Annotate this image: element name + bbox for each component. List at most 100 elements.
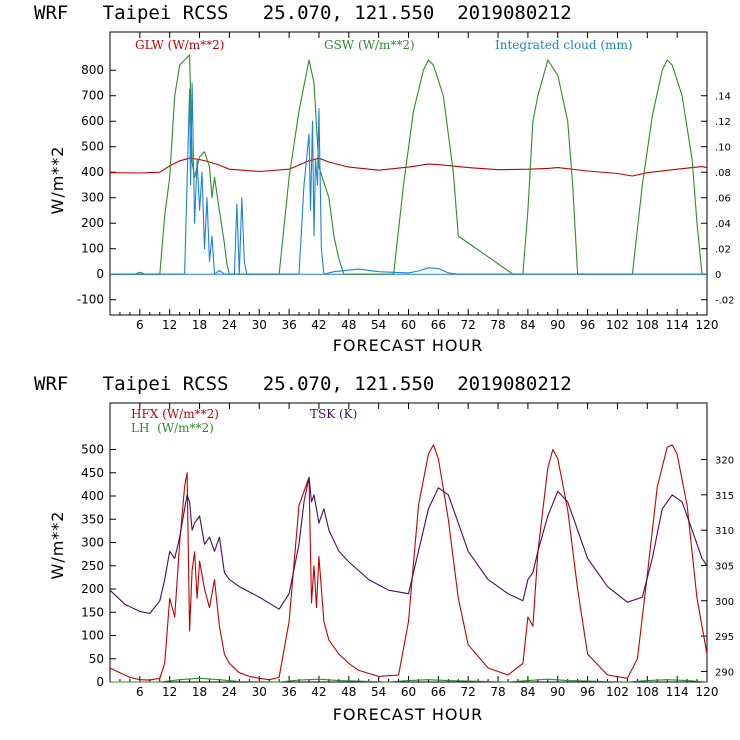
chart2-x-tick-label: 96 — [580, 685, 595, 699]
chart2-y2-tick-label: 290 — [715, 667, 734, 678]
chart2-ticks: 6 12 18 24 30 36 42 48 54 60 66 72 78 84 90 96 102 108 114… — [81, 403, 734, 699]
chart1-y-tick-label: 0 — [96, 267, 104, 281]
chart1-y2-tick-label: .12 — [715, 117, 731, 128]
chart1-y-tick-label: 600 — [81, 114, 104, 128]
chart2-y-tick-label: 500 — [81, 443, 104, 457]
chart2-x-tick-label: 54 — [371, 685, 386, 699]
chart1-x-tick-label: 108 — [636, 318, 659, 332]
chart1-legend-cloud: Integrated cloud (mm) — [495, 38, 633, 52]
chart2-series-hfx-line — [109, 444, 708, 681]
chart2-title: WRF Taipei RCSS 25.070, 121.550 20190802… — [34, 373, 572, 395]
chart2-y2-tick-label: 315 — [715, 491, 734, 502]
chart2-plot-frame — [109, 402, 708, 683]
chart1-y-tick-label: 500 — [81, 140, 104, 154]
chart2-y2-tick-label: 320 — [715, 456, 734, 467]
chart1-x-tick-label: 96 — [580, 318, 595, 332]
chart1-y-tick-label: 100 — [81, 242, 104, 256]
chart2-y-axis-label: W/m**2 — [48, 511, 67, 580]
chart2-series — [109, 444, 708, 683]
chart2-x-tick-label: 24 — [222, 685, 237, 699]
chart1-x-tick-label: 66 — [431, 318, 446, 332]
chart2-y-tick-label: 350 — [81, 512, 104, 526]
chart2-y-tick-label: 450 — [81, 466, 104, 480]
chart1-legend-glw: GLW (W/m**2) — [135, 38, 224, 52]
chart2-series-tsk-line — [109, 476, 708, 615]
chart2-x-axis-label: FORECAST HOUR — [333, 705, 484, 724]
chart1-y-tick-label: 300 — [81, 191, 104, 205]
chart2-y-tick-label: 200 — [81, 582, 104, 596]
chart2-legend-tsk: TSK (K) — [310, 407, 357, 421]
chart2-y-tick-label: 0 — [96, 675, 104, 689]
chart2-legend-hfx: HFX (W/m**2) — [131, 407, 219, 421]
chart1-y-tick-label: 700 — [81, 89, 104, 103]
chart1-y2-tick-label: .10 — [715, 143, 731, 154]
chart2-y2-tick-label: 300 — [715, 597, 734, 608]
chart2-y2-tick-label: 310 — [715, 526, 734, 537]
chart1-y-axis-label: W/m**2 — [48, 146, 67, 215]
chart1-y2-tick-label: 0 — [715, 270, 721, 281]
chart1-y2-tick-label: .14 — [715, 92, 731, 103]
chart2-y-tick-label: 300 — [81, 536, 104, 550]
chart2-x-tick-label: 72 — [461, 685, 476, 699]
chart1-x-tick-label: 114 — [666, 318, 689, 332]
chart1-series-integrated-line — [110, 82, 707, 275]
chart1-x-tick-label: 18 — [192, 318, 207, 332]
chart1-x-tick-label: 30 — [252, 318, 267, 332]
chart2-y-tick-label: 150 — [81, 605, 104, 619]
chart2-x-tick-label: 102 — [606, 685, 629, 699]
chart2-x-tick-label: 12 — [162, 685, 177, 699]
chart1-x-tick-label: 6 — [136, 318, 144, 332]
chart2-y-tick-label: 50 — [89, 652, 104, 666]
chart2-y-tick-label: 100 — [81, 629, 104, 643]
chart1-y2-tick-label: .02 — [715, 245, 731, 256]
chart1-x-tick-label: 24 — [222, 318, 237, 332]
chart1-y-tick-label: -100 — [77, 293, 104, 307]
chart1-y-tick-label: 400 — [81, 165, 104, 179]
chart1-x-tick-label: 42 — [311, 318, 326, 332]
chart1-series-glw-line — [109, 157, 708, 177]
chart2-x-tick-label: 114 — [666, 685, 689, 699]
chart1-ticks: 6 12 18 24 30 36 42 48 54 60 66 72 78 84 90 96 102 108 114… — [77, 32, 735, 332]
chart1-x-tick-label: 72 — [461, 318, 476, 332]
chart2-y-tick-label: 400 — [81, 489, 104, 503]
chart1-y-tick-label: 800 — [81, 63, 104, 77]
chart1-x-tick-label: 102 — [606, 318, 629, 332]
chart1-series-gsw-line — [110, 54, 707, 275]
chart2-y2-tick-label: 305 — [715, 561, 734, 572]
chart1-y-tick-label: 200 — [81, 216, 104, 230]
chart1-x-tick-label: 54 — [371, 318, 386, 332]
chart2-x-tick-label: 84 — [520, 685, 535, 699]
chart1-x-tick-label: 60 — [401, 318, 416, 332]
chart2-x-tick-label: 90 — [550, 685, 565, 699]
chart1-x-tick-label: 36 — [281, 318, 296, 332]
chart2-x-tick-label: 108 — [636, 685, 659, 699]
chart2-x-tick-label: 18 — [192, 685, 207, 699]
chart1-legend-gsw: GSW (W/m**2) — [324, 38, 415, 52]
chart2-legend-lh: LH (W/m**2) — [131, 421, 214, 435]
chart1-x-tick-label: 12 — [162, 318, 177, 332]
chart1-x-tick-label: 120 — [696, 318, 719, 332]
chart2-x-tick-label: 120 — [696, 685, 719, 699]
chart2-x-tick-label: 60 — [401, 685, 416, 699]
chart2-x-tick-label: 66 — [431, 685, 446, 699]
chart2-y2-tick-label: 295 — [715, 632, 734, 643]
chart2-x-tick-label: 48 — [341, 685, 356, 699]
chart1-y2-tick-label: .08 — [715, 168, 731, 179]
chart1-y2-tick-label: .04 — [715, 219, 731, 230]
chart1-y2-tick-label: .06 — [715, 194, 731, 205]
chart1-title: WRF Taipei RCSS 25.070, 121.550 20190802… — [34, 2, 572, 24]
chart2-x-tick-label: 6 — [136, 685, 144, 699]
chart2-x-tick-label: 78 — [490, 685, 505, 699]
chart2-x-tick-label: 36 — [281, 685, 296, 699]
glw-gsw-cloud-chart: WRF Taipei RCSS 25.070, 121.550 20190802… — [34, 2, 735, 355]
hfx-tsk-lh-chart: WRF Taipei RCSS 25.070, 121.550 20190802… — [34, 373, 734, 724]
chart2-x-tick-label: 30 — [252, 685, 267, 699]
chart1-x-tick-label: 84 — [520, 318, 535, 332]
chart2-series-lh-line — [110, 677, 708, 683]
chart1-x-tick-label: 90 — [550, 318, 565, 332]
chart2-y-tick-label: 250 — [81, 559, 104, 573]
chart1-x-axis-label: FORECAST HOUR — [333, 336, 484, 355]
chart1-series — [109, 54, 708, 275]
chart2-x-tick-label: 42 — [311, 685, 326, 699]
